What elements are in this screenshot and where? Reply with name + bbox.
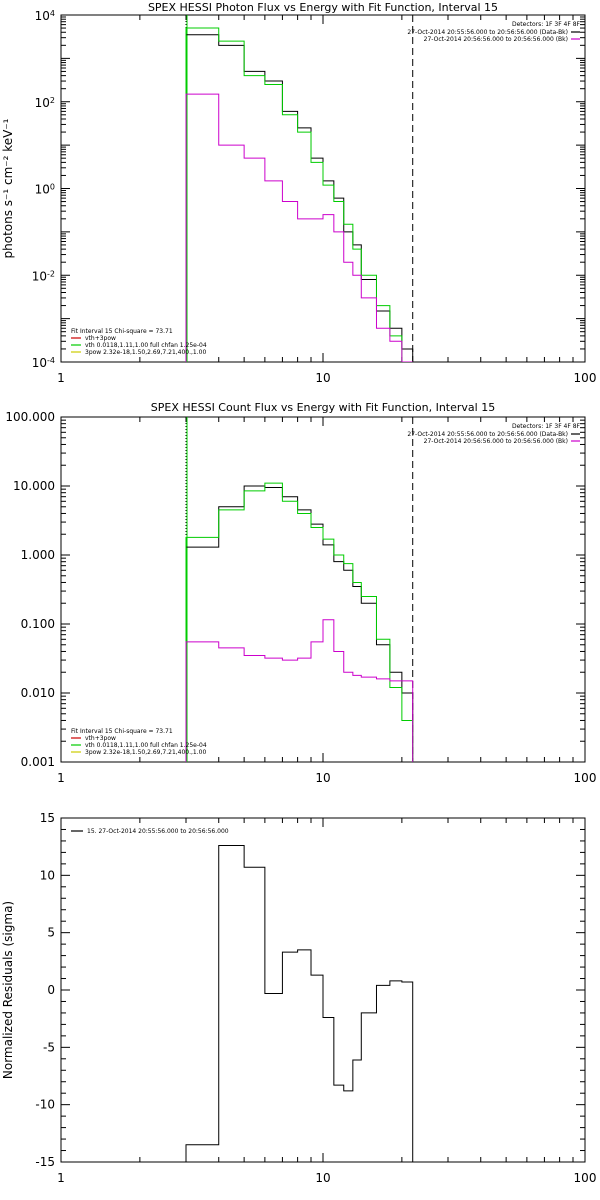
fit-legend-entry: 3pow 2.32e-18,1.50,2.69,7.21,400.,1.00 [85,349,206,356]
fit-legend-entry: vth+3pow [85,335,116,342]
y-tick-label: 10 [40,868,55,882]
legend-header: Detectors: 1F 3F 4F 8F [512,423,581,430]
legend-entry: 15. 27-Oct-2014 20:55:56.000 to 20:56:56… [87,828,229,835]
y-tick-base: 10 [32,356,47,370]
histogram-series-0 [185,485,414,762]
histogram-series-2 [185,619,414,762]
x-tick-label: 10 [315,1171,330,1185]
plot-frame [60,416,586,763]
histogram-series-1 [185,482,414,762]
y-axis-label: Normalized Residuals (sigma) [1,901,15,1079]
x-tick-label: 1 [57,371,65,385]
y-tick-exponent: 2 [50,95,55,104]
histogram-series-2 [185,93,413,362]
photon-flux-panel: SPEX HESSI Photon Flux vs Energy with Fi… [1,1,596,385]
legend-entry: 27-Oct-2014 20:55:56.000 to 20:56:56.000… [407,431,568,438]
y-tick-label: 0.001 [21,755,55,769]
series-group [185,27,414,362]
y-axis-label: photons s⁻¹ cm⁻² keV⁻¹ [1,118,15,258]
legend-entry: 27-Oct-2014 20:55:56.000 to 20:56:56.000… [407,29,568,36]
fit-legend-header: Fit Interval 15 Chi-square = 73.71 [71,328,173,335]
y-tick-exponent: -2 [47,269,55,278]
series-group [185,482,414,762]
fit-legend-entry: 3pow 2.32e-18,1.50,2.69,7.21,400.,1.00 [85,749,206,756]
chart-title: SPEX HESSI Count Flux vs Energy with Fit… [151,401,495,414]
y-tick-base: 10 [35,183,50,197]
x-tick-label: 100 [574,1171,597,1185]
y-tick-label: 1.000 [21,548,55,562]
y-tick-label: 0.010 [21,686,55,700]
x-tick-label: 1 [57,771,65,785]
y-tick-label: 5 [47,926,55,940]
y-tick-base: 10 [32,269,47,283]
y-tick-exponent: 0 [50,182,55,191]
y-tick-base: 10 [35,9,50,23]
legend-entry: 27-Oct-2014 20:56:56.000 to 20:56:56.000… [424,438,568,445]
fit-legend-header: Fit Interval 15 Chi-square = 73.71 [71,728,173,735]
fit-legend-entry: vth+3pow [85,735,116,742]
y-tick-label: 0 [47,983,55,997]
y-tick-label: -10 [35,1098,55,1112]
y-tick-label: 10-2 [32,269,55,284]
x-tick-label: 1 [57,1171,65,1185]
y-tick-label: 15 [40,811,55,825]
y-tick-exponent: -4 [47,356,55,365]
residuals-panel: Normalized Residuals (sigma)1 10 100-15-10… [1,811,596,1185]
x-tick-label: 10 [315,371,330,385]
x-tick-label: 10 [315,771,330,785]
x-tick-label: 100 [574,771,597,785]
y-tick-label: 100 [35,182,55,197]
y-tick-label: -5 [43,1040,55,1054]
y-tick-label: 10-4 [32,356,55,371]
y-tick-label: 104 [35,9,55,24]
y-tick-exponent: 4 [50,9,55,18]
y-tick-label: 100.000 [5,410,55,424]
count-flux-panel: SPEX HESSI Count Flux vs Energy with Fit… [5,401,596,785]
fit-legend-entry: vth 0.0118,1.11,1.00 full chfan 1.25e-04 [85,742,207,749]
legend-header: Detectors: 1F 3F 4F 8F [512,21,581,28]
chart-title: SPEX HESSI Photon Flux vs Energy with Fi… [148,1,498,14]
y-tick-label: 0.100 [21,617,55,631]
series-group [185,845,414,1162]
x-tick-label: 100 [574,371,597,385]
histogram-series-1 [185,27,413,362]
histogram-series-0 [185,34,414,362]
y-tick-label: 10.000 [13,479,55,493]
fit-legend-entry: vth 0.0118,1.11,1.00 full chfan 1.25e-04 [85,342,207,349]
legend-entry: 27-Oct-2014 20:56:56.000 to 20:56:56.000… [424,36,568,43]
y-tick-label: -15 [35,1155,55,1169]
histogram-series-0 [185,845,414,1162]
y-tick-label: 102 [35,95,55,110]
y-tick-base: 10 [35,96,50,110]
plot-frame [60,14,586,363]
